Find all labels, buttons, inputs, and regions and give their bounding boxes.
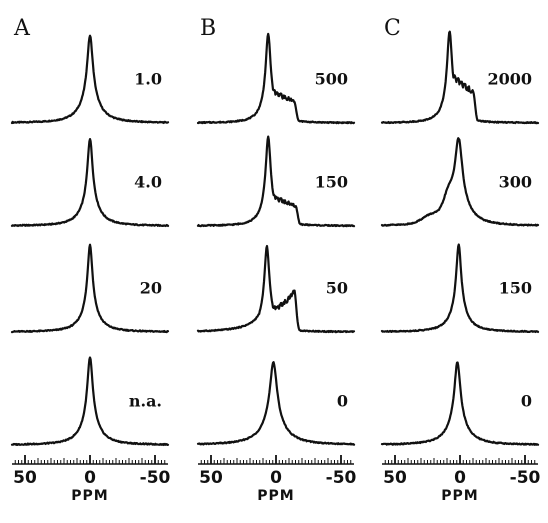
x-tick-label: -50	[510, 468, 541, 488]
spectrum-label: 150	[315, 172, 348, 191]
spectrum-trace	[380, 30, 540, 125]
panel-letter: A	[13, 16, 31, 41]
spectrum-trace	[10, 356, 170, 446]
spectrum-label: 500	[315, 69, 348, 88]
x-tick-label: -50	[140, 468, 171, 488]
spectrum-label: 150	[499, 278, 532, 297]
panel-c: C 2000 300 150 0 50 0 -50 PPM	[380, 16, 541, 504]
spectrum-trace	[380, 243, 540, 334]
x-axis-title: PPM	[441, 488, 478, 504]
x-tick-label: 50	[383, 468, 407, 488]
spectrum-label: 0	[521, 391, 532, 410]
spectrum-label: 4.0	[134, 172, 162, 191]
spectrum-label: 0	[337, 391, 348, 410]
spectrum-label: 2000	[487, 69, 532, 88]
x-tick-label: 0	[454, 468, 466, 488]
panel-letter: C	[384, 16, 401, 41]
spectrum-trace	[10, 34, 170, 125]
panel-letter: B	[200, 16, 216, 41]
spectrum-label: n.a.	[129, 391, 162, 410]
x-axis-title: PPM	[71, 488, 108, 504]
spectrum-trace	[380, 137, 540, 227]
x-axis-title: PPM	[257, 488, 294, 504]
spectrum-trace	[196, 244, 356, 334]
panel-a: A 1.0 4.0 20 n.a. 50 0 -50 PPM	[10, 16, 171, 504]
spectrum-trace	[380, 361, 540, 446]
x-tick-label: -50	[326, 468, 357, 488]
spectrum-trace	[10, 243, 170, 334]
spectrum-label: 300	[499, 172, 532, 191]
spectrum-trace	[196, 32, 356, 125]
spectrum-trace	[196, 361, 356, 446]
spectrum-label: 20	[140, 278, 162, 297]
spectrum-label: 50	[326, 278, 348, 297]
x-tick-label: 0	[84, 468, 96, 488]
x-tick-label: 0	[270, 468, 282, 488]
x-tick-label: 50	[199, 468, 223, 488]
spectrum-trace	[10, 138, 170, 228]
x-tick-label: 50	[13, 468, 37, 488]
spectrum-trace	[196, 135, 356, 228]
spectrum-label: 1.0	[134, 69, 162, 88]
